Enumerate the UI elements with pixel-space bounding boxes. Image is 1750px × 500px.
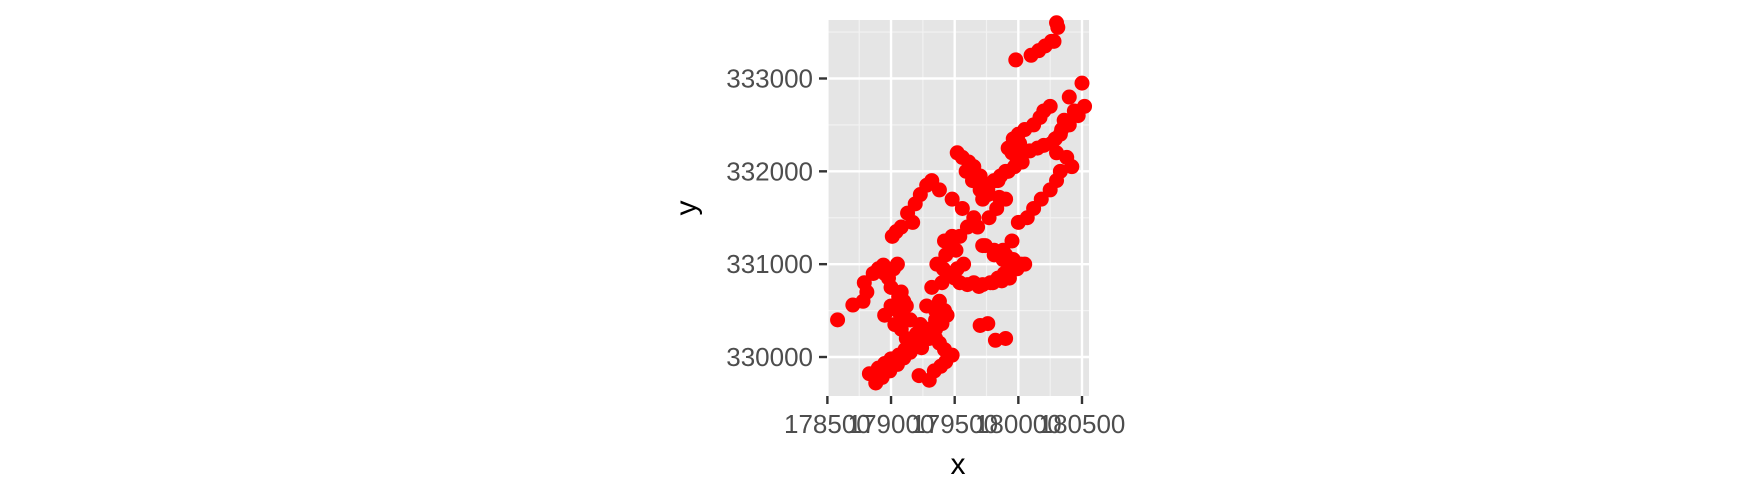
data-point	[1056, 112, 1072, 128]
y-tick-label: 330000	[726, 342, 813, 372]
data-point	[1013, 256, 1029, 272]
x-tick-label: 179000	[848, 409, 935, 439]
y-tick-label: 333000	[726, 63, 813, 93]
data-point	[980, 182, 996, 198]
data-point	[1066, 103, 1082, 119]
data-point	[1061, 89, 1077, 105]
x-tick-label: 180500	[1039, 409, 1126, 439]
x-tick-label: 179500	[911, 409, 998, 439]
data-point	[1004, 233, 1020, 249]
data-point	[889, 256, 905, 272]
data-point	[998, 191, 1014, 207]
data-point	[1050, 19, 1066, 35]
data-point	[989, 200, 1005, 216]
data-point	[1074, 75, 1090, 91]
data-point	[998, 330, 1014, 346]
data-point	[934, 316, 950, 332]
data-point	[986, 242, 1002, 258]
data-point	[919, 298, 935, 314]
data-point	[856, 275, 872, 291]
y-axis: 330000 331000 332000 333000	[726, 63, 827, 372]
data-point	[954, 200, 970, 216]
data-point	[1000, 163, 1016, 179]
data-point	[1033, 191, 1049, 207]
x-tick-label: 178500	[784, 409, 871, 439]
data-point	[1047, 131, 1063, 147]
data-point	[980, 316, 996, 332]
data-point	[1052, 163, 1068, 179]
data-point	[1008, 52, 1024, 68]
data-point	[949, 145, 965, 161]
data-point	[938, 247, 954, 263]
minor-gridlines	[827, 20, 1089, 396]
x-tick-label: 180000	[975, 409, 1062, 439]
data-point	[884, 228, 900, 244]
data-point	[970, 219, 986, 235]
data-point	[944, 191, 960, 207]
data-point	[959, 277, 975, 293]
data-point	[905, 214, 921, 230]
x-axis-title: x	[951, 448, 966, 481]
y-tick-label: 332000	[726, 156, 813, 186]
y-tick-label: 331000	[726, 249, 813, 279]
data-points	[830, 15, 1093, 391]
data-point	[830, 312, 846, 328]
y-axis-title: y	[670, 201, 703, 216]
data-point	[883, 298, 899, 314]
data-point	[971, 278, 987, 294]
data-point	[956, 256, 972, 272]
data-point	[990, 173, 1006, 189]
data-point	[1043, 33, 1059, 49]
data-point	[1009, 154, 1025, 170]
